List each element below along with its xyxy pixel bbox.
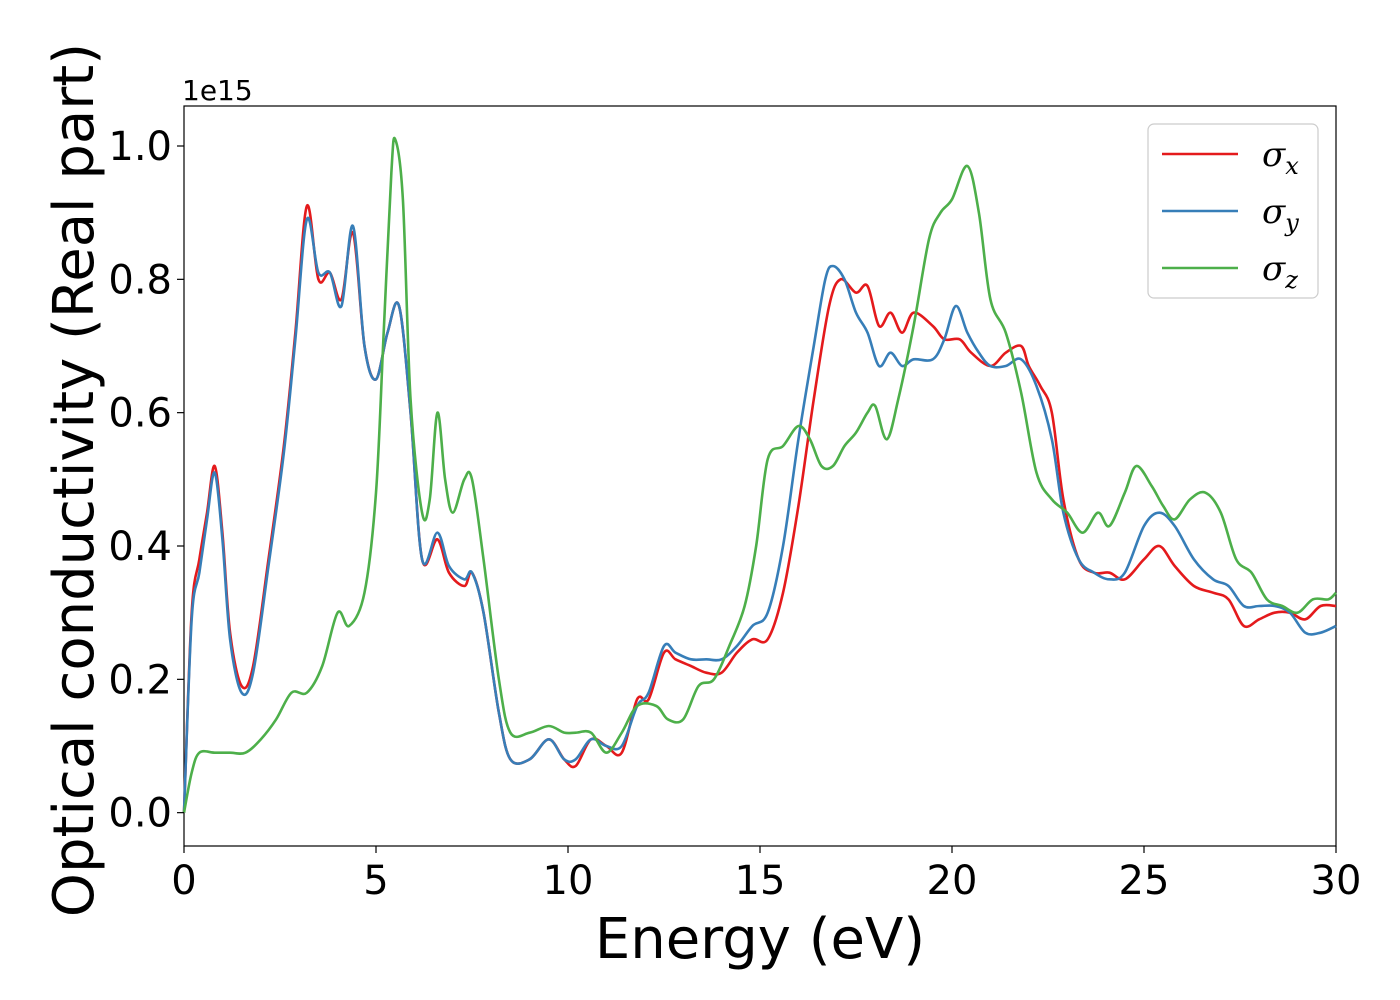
x-tick-label: 10 (543, 858, 594, 904)
x-tick-label: 30 (1311, 858, 1362, 904)
y-tick-label: 0.4 (108, 524, 172, 570)
legend-subscript: y (1284, 209, 1299, 237)
y-axis-label: Optical conductivity (Real part) (42, 43, 107, 917)
x-axis-label: Energy (eV) (595, 907, 925, 972)
x-tick-label: 5 (363, 858, 388, 904)
y-offset-text: 1e15 (182, 74, 253, 107)
y-tick-label: 0.8 (108, 257, 172, 303)
legend-subscript: z (1284, 266, 1298, 294)
series-layer (182, 136, 1337, 813)
legend-label-y: σy (1262, 192, 1299, 237)
x-tick-label: 15 (735, 858, 786, 904)
series-line-z (182, 136, 1337, 813)
y-tick-label: 1.0 (108, 124, 172, 170)
x-tick-label: 0 (171, 858, 196, 904)
y-axis-ticks: 0.0 0.2 0.4 0.6 0.8 1.0 (108, 124, 184, 837)
legend-label-x: σx (1262, 135, 1299, 180)
legend-symbol: σ (1262, 192, 1286, 232)
legend-subscript: x (1285, 152, 1299, 180)
x-tick-label: 25 (1119, 858, 1170, 904)
x-axis-ticks: 0 5 10 15 20 25 30 (171, 846, 1361, 904)
y-tick-label: 0.2 (108, 657, 172, 703)
legend-symbol: σ (1262, 249, 1286, 289)
legend-label-z: σz (1262, 249, 1298, 294)
y-tick-label: 0.0 (108, 791, 172, 837)
legend-symbol: σ (1262, 135, 1286, 175)
series-line-y (182, 216, 1337, 813)
x-tick-label: 20 (927, 858, 978, 904)
y-tick-label: 0.6 (108, 391, 172, 437)
